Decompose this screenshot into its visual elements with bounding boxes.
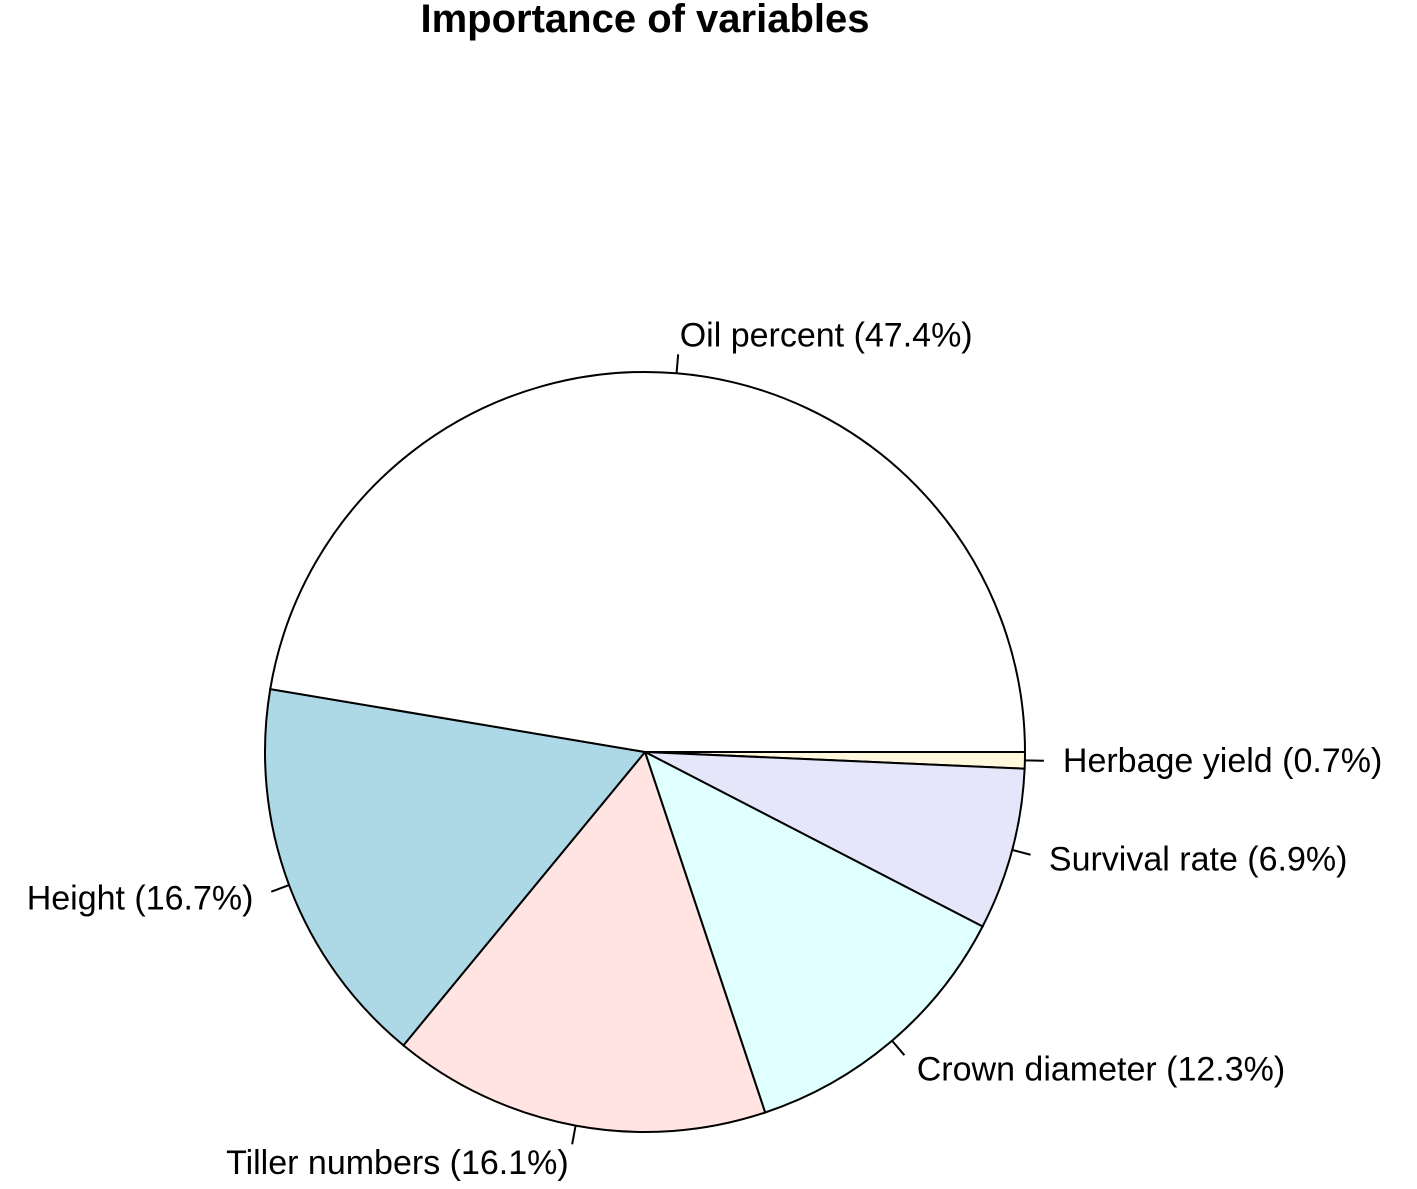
leader-line-tiller-numbers (571, 1125, 577, 1145)
slice-label-height: Height (16.7%) (27, 879, 254, 917)
slice-label-oil-percent: Oil percent (47.4%) (680, 316, 973, 354)
leader-line-crown-diameter (891, 1040, 906, 1056)
pie-slice-crown-diameter (643, 749, 984, 1114)
leader-line-oil-percent (675, 354, 680, 374)
leader-line-height (270, 884, 290, 893)
pie-slice-oil-percent (269, 370, 1027, 753)
slice-label-tiller-numbers: Tiller numbers (16.1%) (226, 1144, 569, 1182)
leader-lines (270, 354, 1044, 1145)
leader-line-survival-rate (1011, 848, 1031, 856)
slice-label-crown-diameter: Crown diameter (12.3%) (917, 1051, 1285, 1089)
chart-title: Importance of variables (420, 0, 869, 41)
slice-label-survival-rate: Survival rate (6.9%) (1049, 841, 1348, 879)
pie-slices (263, 370, 1027, 1133)
slice-label-herbage-yield: Herbage yield (0.7%) (1063, 742, 1382, 780)
pie-slice-height (263, 687, 647, 1047)
pie-slice-survival-rate (644, 751, 1026, 928)
slice-labels: Herbage yield (0.7%) Survival rate (6.9%)… (27, 316, 1383, 1182)
